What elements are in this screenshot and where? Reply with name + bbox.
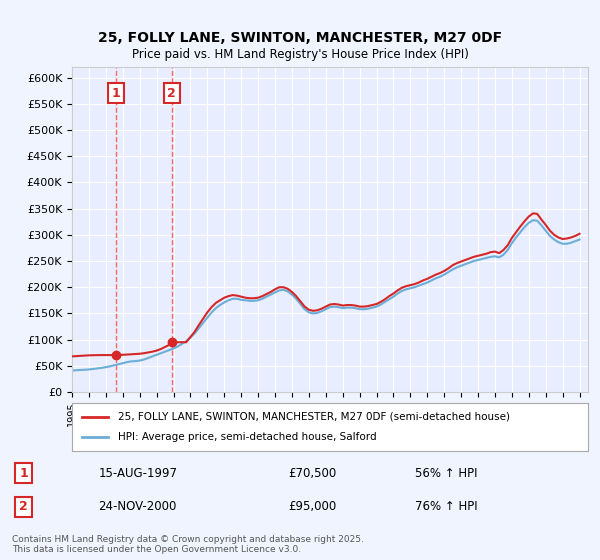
- Text: HPI: Average price, semi-detached house, Salford: HPI: Average price, semi-detached house,…: [118, 432, 377, 442]
- Text: Contains HM Land Registry data © Crown copyright and database right 2025.
This d: Contains HM Land Registry data © Crown c…: [12, 535, 364, 554]
- Text: 2: 2: [167, 87, 176, 100]
- Text: 15-AUG-1997: 15-AUG-1997: [98, 466, 178, 480]
- Text: 1: 1: [112, 87, 121, 100]
- Text: 24-NOV-2000: 24-NOV-2000: [98, 500, 177, 514]
- Text: £70,500: £70,500: [289, 466, 337, 480]
- Text: 76% ↑ HPI: 76% ↑ HPI: [415, 500, 478, 514]
- Text: £95,000: £95,000: [289, 500, 337, 514]
- Text: 25, FOLLY LANE, SWINTON, MANCHESTER, M27 0DF: 25, FOLLY LANE, SWINTON, MANCHESTER, M27…: [98, 31, 502, 45]
- Text: 25, FOLLY LANE, SWINTON, MANCHESTER, M27 0DF (semi-detached house): 25, FOLLY LANE, SWINTON, MANCHESTER, M27…: [118, 412, 511, 422]
- Text: 1: 1: [19, 466, 28, 480]
- Text: 2: 2: [19, 500, 28, 514]
- Text: Price paid vs. HM Land Registry's House Price Index (HPI): Price paid vs. HM Land Registry's House …: [131, 48, 469, 60]
- Text: 56% ↑ HPI: 56% ↑ HPI: [415, 466, 478, 480]
